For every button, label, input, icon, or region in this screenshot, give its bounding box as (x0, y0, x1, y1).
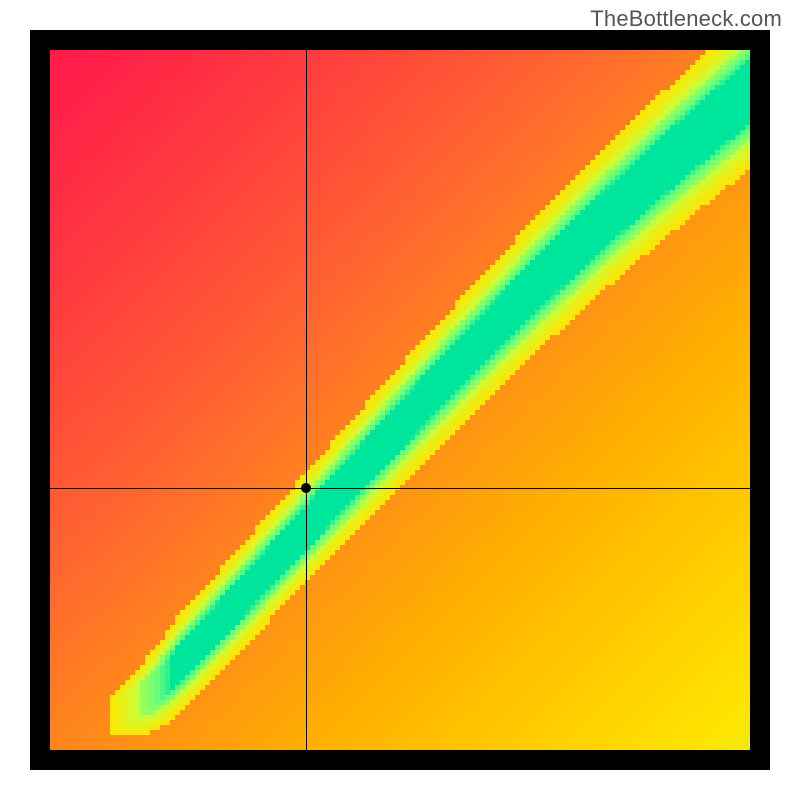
crosshair-marker (301, 483, 311, 493)
plot-frame (30, 30, 770, 770)
watermark-label: TheBottleneck.com (590, 6, 782, 32)
heatmap-canvas (50, 50, 750, 750)
crosshair-horizontal (50, 488, 750, 489)
crosshair-vertical (306, 50, 307, 750)
plot-area (50, 50, 750, 750)
root: TheBottleneck.com (0, 0, 800, 800)
